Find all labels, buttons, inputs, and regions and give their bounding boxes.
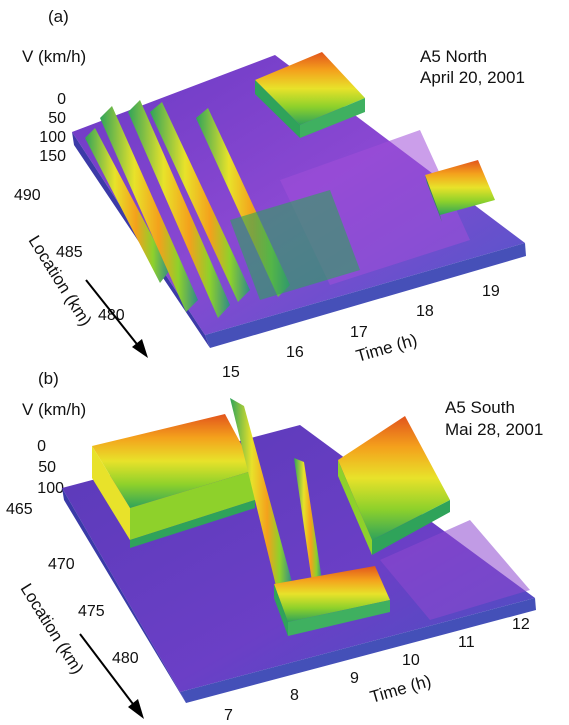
- panel-b-jam-block-side: [130, 470, 255, 540]
- panel-a-jam-block-right-front: [425, 175, 442, 222]
- panel-b-jam-block-right-front: [338, 460, 372, 555]
- panel-b-label: (b): [38, 369, 59, 388]
- panel-b-location-tick: 475: [78, 603, 105, 620]
- panel-a-time-tick: 17: [350, 324, 368, 341]
- panel-a-jam-block: [255, 52, 365, 125]
- panel-b-jam-block-right: [338, 416, 450, 540]
- panel-b-z-tick: 50: [38, 459, 56, 476]
- panel-b-time-tick: 12: [512, 616, 530, 633]
- panel-b-title-line1: A5 South: [445, 398, 515, 417]
- panel-b-jam-block-front: [92, 446, 130, 540]
- panel-a-time-tick: 16: [286, 344, 304, 361]
- panel-b-location-arrowhead: [128, 699, 144, 719]
- panel-a-z-tick: 100: [39, 129, 66, 146]
- panel-a-location-arrowhead: [132, 339, 148, 358]
- panel-b-free-flow-region: [380, 520, 530, 620]
- panel-b-z-axis-label: V (km/h): [22, 400, 86, 419]
- panel-b: (b) A5 South Mai 28, 2001 V (km/h) 0 50 …: [6, 369, 543, 724]
- panel-b-jam-ridge: [294, 458, 322, 582]
- panel-b-surface-right-edge: [180, 598, 536, 703]
- panel-b-jam-block-lower-side: [288, 600, 390, 636]
- panel-a-time-tick: 15: [222, 364, 240, 381]
- panel-a-location-tick: 485: [56, 244, 83, 261]
- panel-b-location-axis-label: Location (km): [17, 580, 88, 677]
- panel-a-jam-block-right: [425, 160, 495, 215]
- panel-a-surface-right-edge: [205, 243, 526, 348]
- panel-a-jam-patch: [230, 190, 360, 300]
- panel-b-jam-block-base: [130, 500, 255, 548]
- panel-b-z-tick: 0: [37, 438, 46, 455]
- panel-a-jam-ridge: [100, 106, 198, 312]
- panel-a-title-line2: April 20, 2001: [420, 68, 525, 87]
- panel-b-time-tick: 8: [290, 687, 299, 704]
- panel-a-jam-block-side: [300, 98, 365, 138]
- panel-b-location-tick: 480: [112, 650, 139, 667]
- panel-a-z-tick: 150: [39, 148, 66, 165]
- panel-b-z-tick: 100: [37, 480, 64, 497]
- panel-a-z-axis-label: V (km/h): [22, 47, 86, 66]
- panel-b-title-line2: Mai 28, 2001: [445, 420, 543, 439]
- panel-b-time-tick: 7: [224, 707, 233, 724]
- panel-a-time-tick: 19: [482, 283, 500, 300]
- panel-b-jam-block: [92, 414, 255, 508]
- panel-b-jam-ridge: [230, 398, 292, 586]
- panel-b-location-arrow: [79, 633, 137, 709]
- panel-b-jam-block-right-side: [372, 500, 450, 555]
- panel-b-jam-block-lower: [274, 566, 390, 622]
- panel-a-jam-block-front: [255, 80, 300, 138]
- panel-b-time-tick: 10: [402, 652, 420, 669]
- panel-b-jam-block-lower-front: [274, 584, 288, 636]
- panel-a: (a) A5 North April 20, 2001 V (km/h) 0 5…: [14, 7, 526, 381]
- panel-a-jam-ridge: [150, 102, 250, 302]
- panel-b-surface-front-edge: [62, 488, 186, 703]
- panel-a-title-line1: A5 North: [420, 47, 487, 66]
- panel-a-location-arrow: [85, 279, 141, 349]
- panel-a-jam-ridge: [128, 100, 230, 318]
- panel-a-location-tick: 480: [98, 307, 125, 324]
- panel-b-location-tick: 470: [48, 556, 75, 573]
- panel-b-time-axis-label: Time (h): [368, 671, 433, 707]
- panel-b-location-tick: 465: [6, 501, 33, 518]
- panel-b-time-tick: 11: [458, 634, 475, 651]
- panel-a-time-tick: 18: [416, 303, 434, 320]
- panel-b-time-tick: 9: [350, 670, 359, 687]
- panel-a-z-tick: 50: [48, 110, 66, 127]
- panel-a-label: (a): [48, 7, 69, 26]
- panel-a-location-tick: 490: [14, 187, 41, 204]
- panel-a-jam-ridge: [85, 128, 170, 283]
- panel-a-z-tick: 0: [57, 91, 66, 108]
